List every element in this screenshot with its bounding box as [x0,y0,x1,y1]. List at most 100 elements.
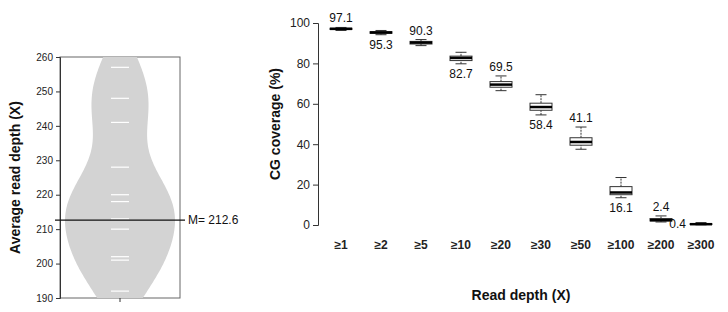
whisker-cap [576,127,587,128]
sample-line [111,229,129,230]
x-axis-title: Read depth (X) [472,287,571,303]
tick: 230 [36,155,60,166]
sample-line [111,167,129,168]
median [330,28,352,31]
median [570,141,592,144]
whisker-cap [536,94,547,95]
tick-label: ≥30 [531,238,551,252]
sample-line [111,256,129,257]
tick: 220 [36,189,60,200]
data-label: 97.1 [329,11,353,25]
tick: 80 [297,57,318,71]
tick-mark [313,144,318,145]
tick: ≥1 [334,235,348,252]
tick-label: ≥2 [374,238,388,252]
data-label: 16.1 [609,201,633,215]
median-line [55,220,185,221]
tick-label: ≥200 [648,238,675,252]
box [570,138,592,145]
tick-mark [313,104,318,105]
box [490,82,512,88]
sample-line [111,291,129,292]
tick-mark [56,264,60,265]
whisker [621,178,622,187]
sample-line [111,98,129,99]
tick-label: ≥20 [491,238,511,252]
box-marks [330,27,712,224]
tick: 260 [36,52,60,63]
whisker [541,95,542,103]
sample-line [111,194,129,195]
tick: 190 [36,293,60,304]
x-axis: ≥1≥2≥5≥10≥20≥30≥50≥100≥200≥300 [334,235,714,252]
tick-mark [56,195,60,196]
tick-mark [313,225,318,226]
figure: 190200210220230240250260M= 212.6Average … [0,0,728,312]
box [530,103,552,110]
tick-mark [56,57,60,58]
whisker-cap [696,222,707,223]
violin-marks [65,57,175,298]
tick-label: 250 [36,86,53,97]
tick-label: 190 [36,293,53,304]
y-axis-title: CG coverage (%) [267,68,283,180]
data-label: 0.4 [669,217,686,231]
tick-label: 60 [297,97,311,111]
data-label: 2.4 [653,200,670,214]
whisker [541,110,542,115]
data-label: 58.4 [529,118,553,132]
whisker-cap [416,45,427,46]
tick: ≥100 [608,235,635,252]
whisker-cap [416,39,427,40]
box [330,28,352,29]
tick: ≥10 [451,235,471,252]
whisker [461,52,462,56]
whisker-cap [496,75,507,76]
tick-label: 240 [36,121,53,132]
tick-mark [313,23,318,24]
tick: 40 [297,138,318,152]
median [370,31,392,34]
tick: 250 [36,86,60,97]
data-label: 69.5 [489,60,513,74]
whisker [581,127,582,138]
y-axis: 020406080100 [290,16,319,232]
tick-label: 20 [297,178,311,192]
tick-label: ≥100 [608,238,635,252]
tick: 0 [303,218,318,232]
tick-mark [56,298,60,299]
x-tick-mark [120,298,121,302]
box [610,187,632,195]
whisker-cap [496,90,507,91]
tick-label: 200 [36,258,53,269]
median [450,57,472,60]
tick: ≥50 [571,235,591,252]
sample-line [111,218,129,219]
tick-label: 260 [36,52,53,63]
tick-label: ≥10 [451,238,471,252]
tick-mark [313,63,318,64]
box-panel: 020406080100≥1≥2≥5≥10≥20≥30≥50≥100≥200≥3… [267,11,715,303]
median-label: M= 212.6 [188,213,239,227]
whisker-cap [376,30,387,31]
tick-label: ≥50 [571,238,591,252]
tick: ≥5 [414,235,428,252]
tick: ≥30 [531,235,551,252]
box [690,223,712,225]
whisker-cap [536,114,547,115]
median [530,106,552,109]
tick: 210 [36,224,60,235]
tick-mark [56,229,60,230]
axis-line [56,58,61,299]
box [410,41,432,44]
tick-label: 40 [297,138,311,152]
median [690,223,712,226]
median [410,41,432,44]
whisker-cap [456,63,467,64]
tick: ≥200 [648,235,675,252]
tick-label: 210 [36,224,53,235]
whisker-cap [336,30,347,31]
whisker-cap [376,34,387,35]
sample-line [111,201,129,202]
tick-label: ≥1 [334,238,348,252]
